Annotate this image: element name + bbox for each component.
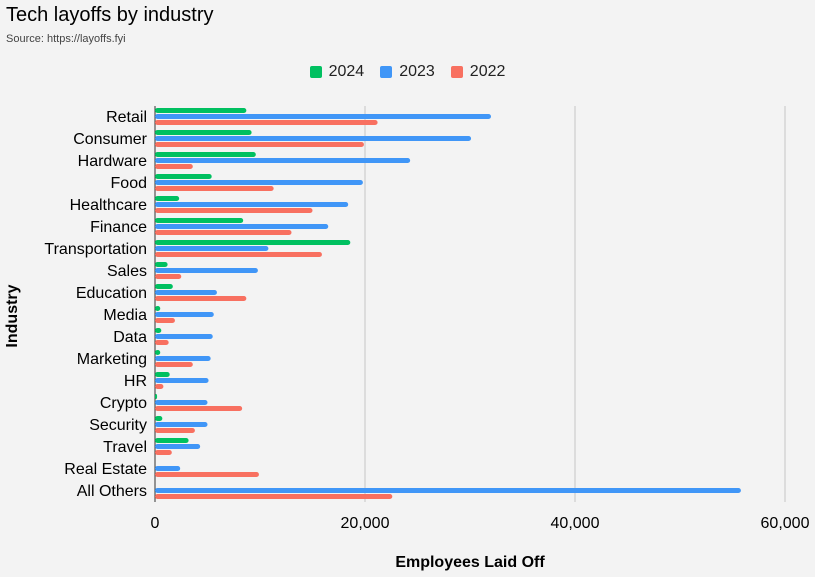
legend-label-2024: 2024 <box>328 63 365 80</box>
category-label: Data <box>113 329 147 346</box>
category-label: Marketing <box>77 351 147 368</box>
chart-subtitle: Source: https://layoffs.fyi <box>6 33 126 45</box>
bar-2024 <box>155 284 173 289</box>
bar-2023 <box>155 246 269 251</box>
bar-2022 <box>155 296 247 301</box>
bar-2022 <box>155 318 175 323</box>
bar-2023 <box>155 114 491 119</box>
category-label: Sales <box>107 263 147 280</box>
bar-2023 <box>155 202 349 207</box>
category-label: Food <box>111 175 147 192</box>
bar-2023 <box>155 488 741 493</box>
bar-2023 <box>155 334 213 339</box>
bar-2024 <box>155 174 212 179</box>
bar-2023 <box>155 312 214 317</box>
y-axis-title: Industry <box>4 284 21 347</box>
category-label: All Others <box>77 483 147 500</box>
x-tick-label: 0 <box>151 515 160 532</box>
bar-2023 <box>155 290 217 295</box>
x-tick-label: 40,000 <box>551 515 600 532</box>
x-tick-label: 60,000 <box>761 515 810 532</box>
bar-2022 <box>155 186 274 191</box>
legend-item-2023[interactable]: 2023 <box>380 63 435 81</box>
bar-2024 <box>155 394 158 399</box>
bar-2024 <box>155 108 247 113</box>
bar-2023 <box>155 378 209 383</box>
x-tick-label: 20,000 <box>341 515 390 532</box>
bar-2022 <box>155 428 195 433</box>
category-label: Hardware <box>78 153 147 170</box>
bar-2024 <box>155 416 163 421</box>
category-label: Education <box>76 285 147 302</box>
chart-legend: 2024 2023 2022 <box>0 63 815 81</box>
bar-2022 <box>155 494 393 499</box>
bar-2022 <box>155 384 164 389</box>
bar-2022 <box>155 208 313 213</box>
legend-label-2022: 2022 <box>469 63 506 80</box>
category-label: Consumer <box>73 131 147 148</box>
bar-2023 <box>155 268 258 273</box>
bar-2022 <box>155 164 193 169</box>
legend-swatch-2024 <box>309 66 322 78</box>
bar-2022 <box>155 120 378 125</box>
category-label: Crypto <box>100 395 147 412</box>
legend-swatch-2022 <box>450 66 463 78</box>
bar-2024 <box>155 130 252 135</box>
bar-2024 <box>155 372 170 377</box>
bar-2022 <box>155 340 169 345</box>
category-label: Travel <box>103 439 147 456</box>
bar-2023 <box>155 158 411 163</box>
category-label: Transportation <box>44 241 147 258</box>
bar-2022 <box>155 406 243 411</box>
legend-swatch-2023 <box>380 66 393 78</box>
legend-item-2024[interactable]: 2024 <box>309 63 365 81</box>
bar-2024 <box>155 350 161 355</box>
bar-2022 <box>155 450 172 455</box>
bar-2023 <box>155 422 208 427</box>
category-label: HR <box>124 373 147 390</box>
bar-2024 <box>155 438 189 443</box>
bar-2023 <box>155 356 211 361</box>
bar-2024 <box>155 262 168 267</box>
bar-2022 <box>155 472 259 477</box>
bar-2022 <box>155 362 193 367</box>
category-label: Real Estate <box>64 461 147 478</box>
bar-2024 <box>155 328 162 333</box>
x-axis-title: Employees Laid Off <box>395 554 545 571</box>
legend-label-2023: 2023 <box>399 63 435 80</box>
bar-2022 <box>155 230 292 235</box>
bar-2022 <box>155 274 182 279</box>
bar-2024 <box>155 240 351 245</box>
category-label: Finance <box>90 219 147 236</box>
chart-title: Tech layoffs by industry <box>6 4 214 26</box>
bar-2024 <box>155 218 244 223</box>
legend-item-2022[interactable]: 2022 <box>450 63 506 81</box>
bar-2024 <box>155 306 161 311</box>
bar-2022 <box>155 252 322 257</box>
category-label: Media <box>103 307 147 324</box>
bar-2024 <box>155 196 180 201</box>
bar-2023 <box>155 224 329 229</box>
bar-2023 <box>155 180 363 185</box>
bar-2022 <box>155 142 364 147</box>
bar-2023 <box>155 136 472 141</box>
bar-2023 <box>155 466 181 471</box>
bar-2024 <box>155 152 256 157</box>
category-label: Healthcare <box>70 197 147 214</box>
category-label: Security <box>89 417 147 434</box>
bar-2023 <box>155 400 208 405</box>
category-label: Retail <box>106 109 147 126</box>
bar-2023 <box>155 444 201 449</box>
